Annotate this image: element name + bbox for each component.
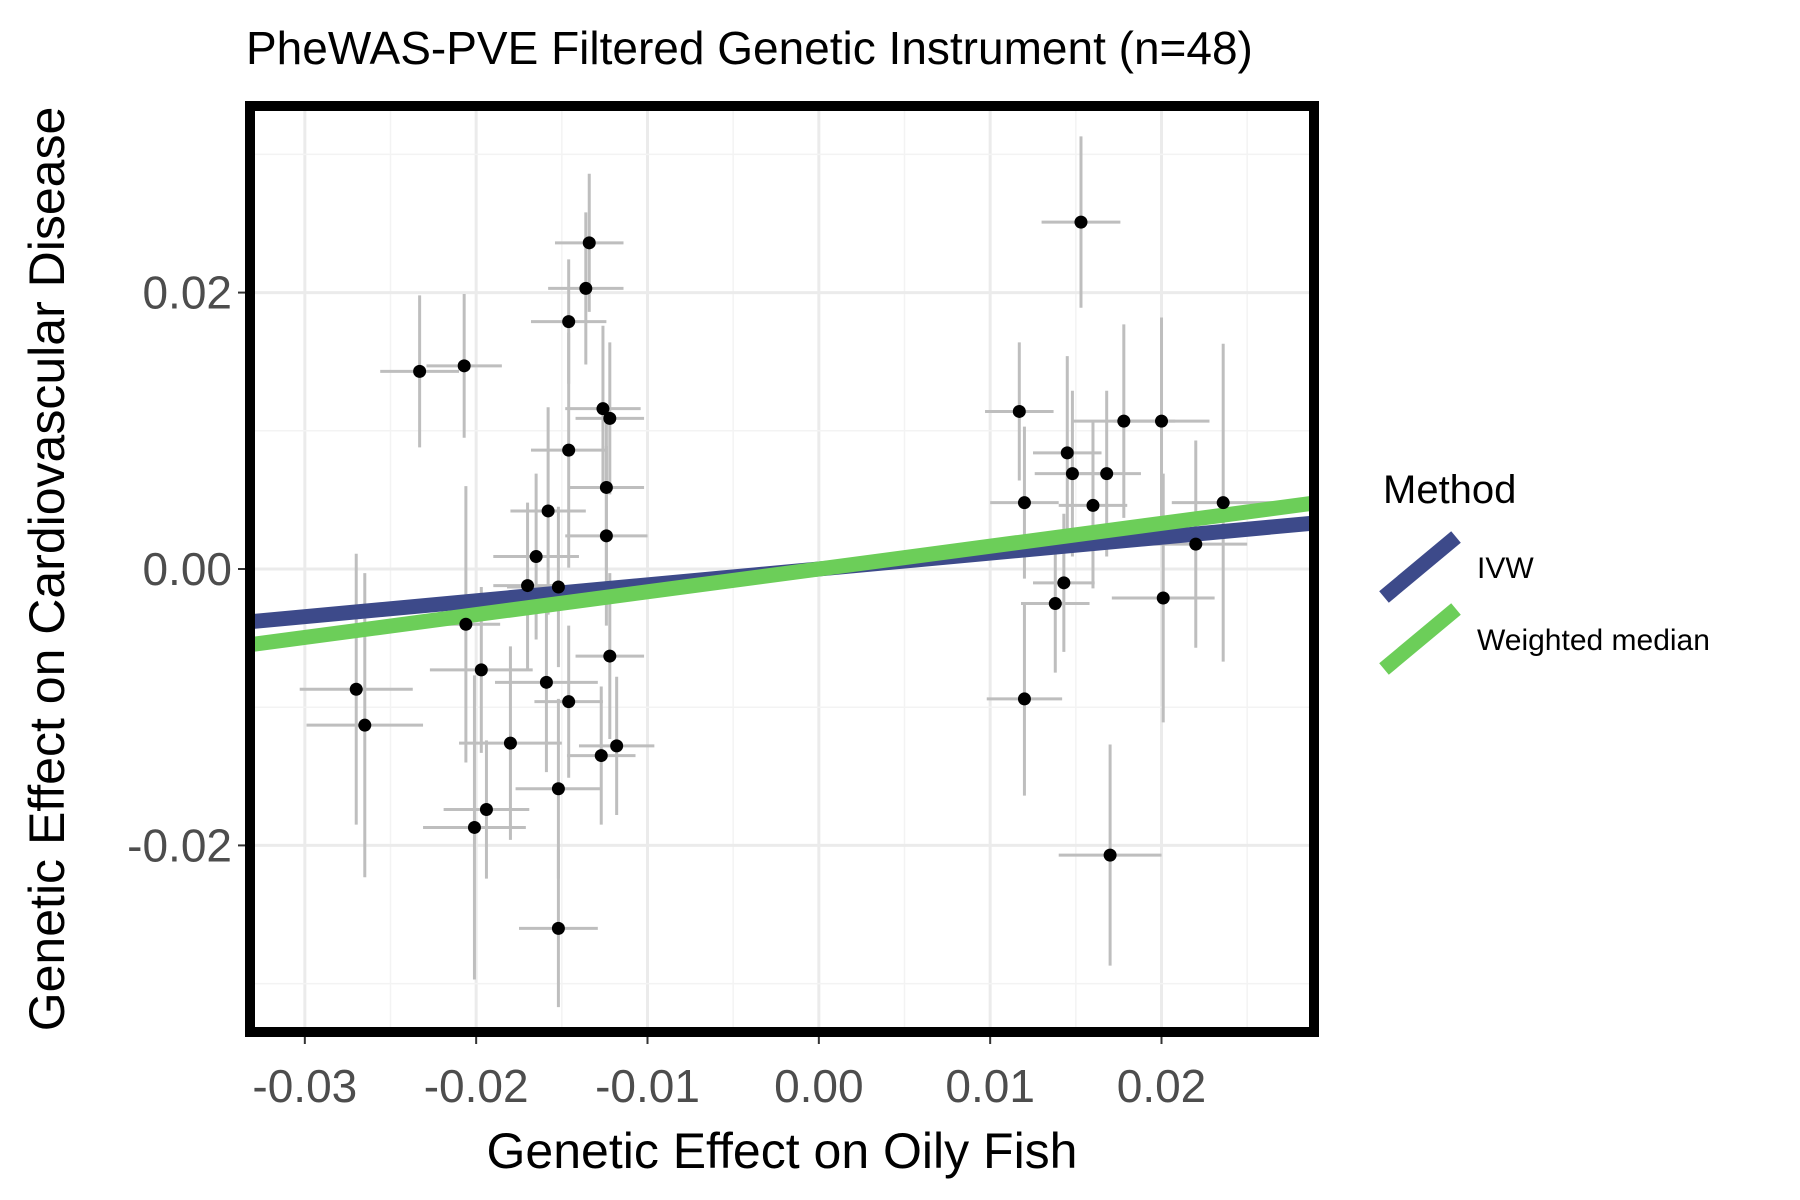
data-point bbox=[582, 236, 596, 250]
legend-label: IVW bbox=[1477, 552, 1534, 585]
regression-line-weighted-median bbox=[250, 495, 1314, 653]
data-point bbox=[551, 921, 565, 935]
data-point bbox=[562, 695, 576, 709]
plot-area bbox=[250, 136, 1314, 1008]
data-point bbox=[541, 504, 555, 518]
data-point bbox=[503, 736, 517, 750]
data-point bbox=[539, 675, 553, 689]
x-axis-ticks: -0.03 -0.02 -0.01 0.00 0.01 0.02 bbox=[252, 1037, 1206, 1112]
y-tick-label: 0.00 bbox=[142, 543, 232, 595]
data-point bbox=[349, 682, 363, 696]
data-point bbox=[603, 411, 617, 425]
legend-key-weighted-median bbox=[1379, 603, 1461, 675]
data-point bbox=[358, 718, 372, 732]
data-point bbox=[529, 550, 543, 564]
legend-key-ivw bbox=[1379, 531, 1461, 603]
chart-title: PheWAS-PVE Filtered Genetic Instrument (… bbox=[246, 22, 1253, 74]
data-point bbox=[1057, 576, 1071, 590]
data-point bbox=[1017, 692, 1031, 706]
data-point bbox=[467, 820, 481, 834]
data-point bbox=[1155, 414, 1169, 428]
data-point bbox=[1017, 496, 1031, 510]
data-point bbox=[594, 749, 608, 763]
y-tick-label: -0.02 bbox=[127, 819, 232, 871]
data-point bbox=[413, 364, 427, 378]
data-point bbox=[521, 579, 535, 593]
marks bbox=[250, 136, 1314, 1008]
data-point bbox=[551, 782, 565, 796]
y-axis-ticks: -0.02 0.00 0.02 bbox=[127, 267, 245, 871]
x-tick-label: -0.01 bbox=[595, 1060, 700, 1112]
data-point bbox=[1048, 597, 1062, 611]
x-tick-label: -0.02 bbox=[424, 1060, 529, 1112]
data-point bbox=[474, 663, 488, 677]
plot-border bbox=[245, 101, 1319, 1037]
data-point bbox=[551, 580, 565, 594]
data-point bbox=[459, 617, 473, 631]
data-point bbox=[1074, 215, 1088, 229]
data-point bbox=[1216, 496, 1230, 510]
data-point bbox=[1065, 467, 1079, 481]
data-point bbox=[579, 281, 593, 295]
data-point bbox=[1156, 591, 1170, 605]
data-point bbox=[1086, 498, 1100, 512]
legend: Method IVW Weighted median bbox=[1379, 468, 1710, 675]
data-point bbox=[599, 480, 613, 494]
data-point bbox=[457, 359, 471, 373]
data-point bbox=[562, 315, 576, 329]
data-point bbox=[610, 739, 624, 753]
data-point bbox=[1117, 414, 1131, 428]
data-point bbox=[1060, 446, 1074, 460]
x-axis-title: Genetic Effect on Oily Fish bbox=[487, 1123, 1078, 1179]
data-point bbox=[562, 443, 576, 457]
x-tick-label: 0.01 bbox=[945, 1060, 1035, 1112]
y-tick-label: 0.02 bbox=[142, 267, 232, 319]
x-tick-label: -0.03 bbox=[252, 1060, 357, 1112]
data-point bbox=[603, 649, 617, 663]
data-point bbox=[599, 529, 613, 543]
data-point bbox=[1100, 467, 1114, 481]
legend-label: Weighted median bbox=[1477, 624, 1710, 657]
data-point bbox=[1189, 537, 1203, 551]
y-axis-title: Genetic Effect on Cardiovascular Disease bbox=[19, 107, 75, 1032]
x-tick-label: 0.02 bbox=[1117, 1060, 1207, 1112]
x-tick-label: 0.00 bbox=[774, 1060, 864, 1112]
legend-title: Method bbox=[1383, 468, 1516, 512]
data-point bbox=[596, 402, 610, 416]
data-point bbox=[479, 802, 493, 816]
data-point bbox=[1103, 848, 1117, 862]
data-point bbox=[1012, 404, 1026, 418]
